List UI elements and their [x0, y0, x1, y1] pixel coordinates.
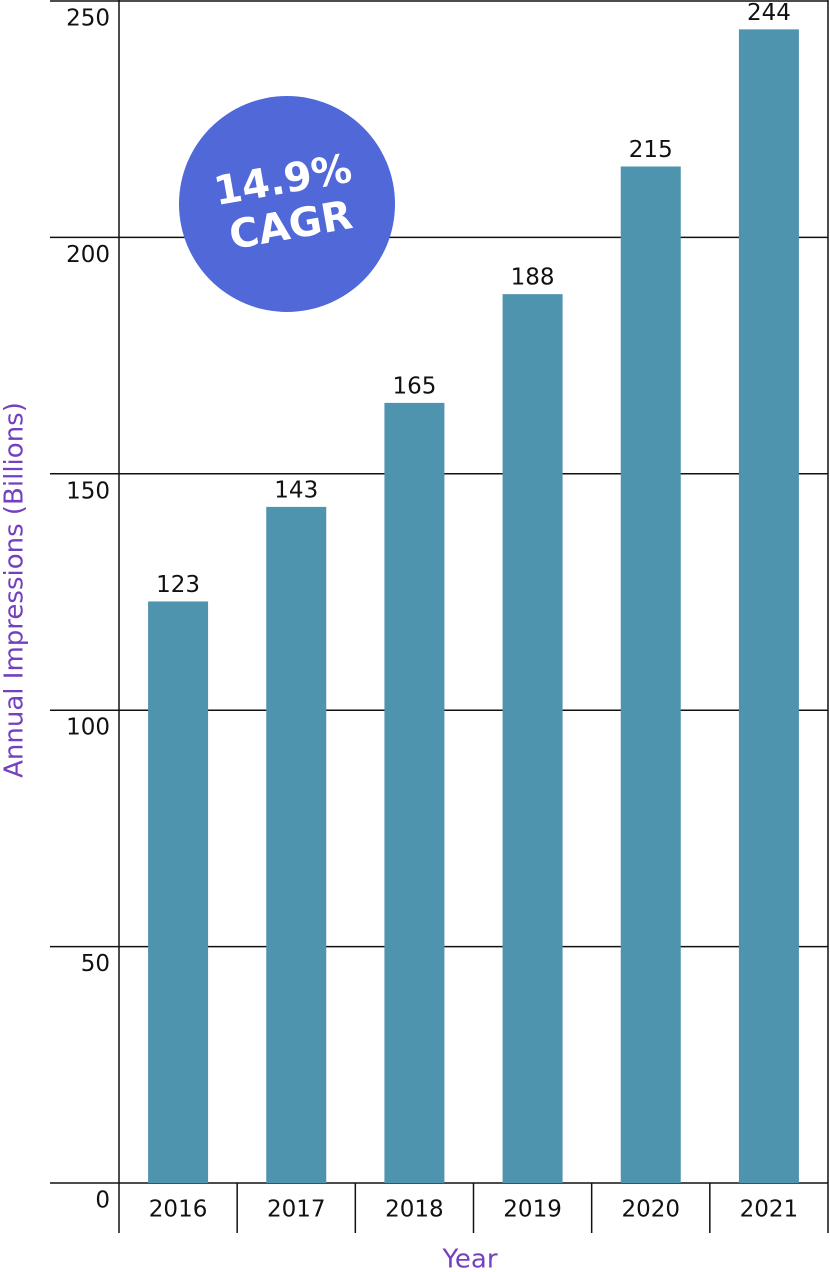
value-label: 244 — [747, 0, 791, 26]
cagr-badge — [179, 96, 395, 312]
y-tick-label: 150 — [66, 478, 110, 504]
x-tick-label: 2018 — [385, 1197, 444, 1223]
value-label: 165 — [392, 373, 436, 399]
x-tick-label: 2019 — [503, 1197, 562, 1223]
x-axis-title: Year — [441, 1245, 497, 1272]
y-tick-label: 250 — [66, 6, 110, 32]
y-tick-label: 200 — [66, 242, 110, 268]
x-tick-label: 2016 — [149, 1197, 208, 1223]
x-tick-label: 2020 — [621, 1197, 680, 1223]
value-label: 215 — [629, 137, 673, 163]
bar — [502, 294, 563, 1183]
y-tick-label: 100 — [66, 715, 110, 741]
bar — [620, 166, 681, 1184]
bar — [384, 402, 445, 1183]
value-label: 188 — [511, 265, 555, 291]
value-label: 123 — [156, 572, 200, 598]
x-tick-label: 2017 — [267, 1197, 326, 1223]
bar — [266, 506, 327, 1183]
bar — [148, 601, 209, 1183]
y-axis-title: Annual Impressions (Billions) — [0, 402, 30, 778]
value-label: 143 — [274, 477, 318, 503]
y-tick-label: 0 — [95, 1188, 110, 1214]
bar — [738, 29, 799, 1183]
y-tick-label: 50 — [81, 951, 110, 977]
x-tick-label: 2021 — [740, 1197, 799, 1223]
